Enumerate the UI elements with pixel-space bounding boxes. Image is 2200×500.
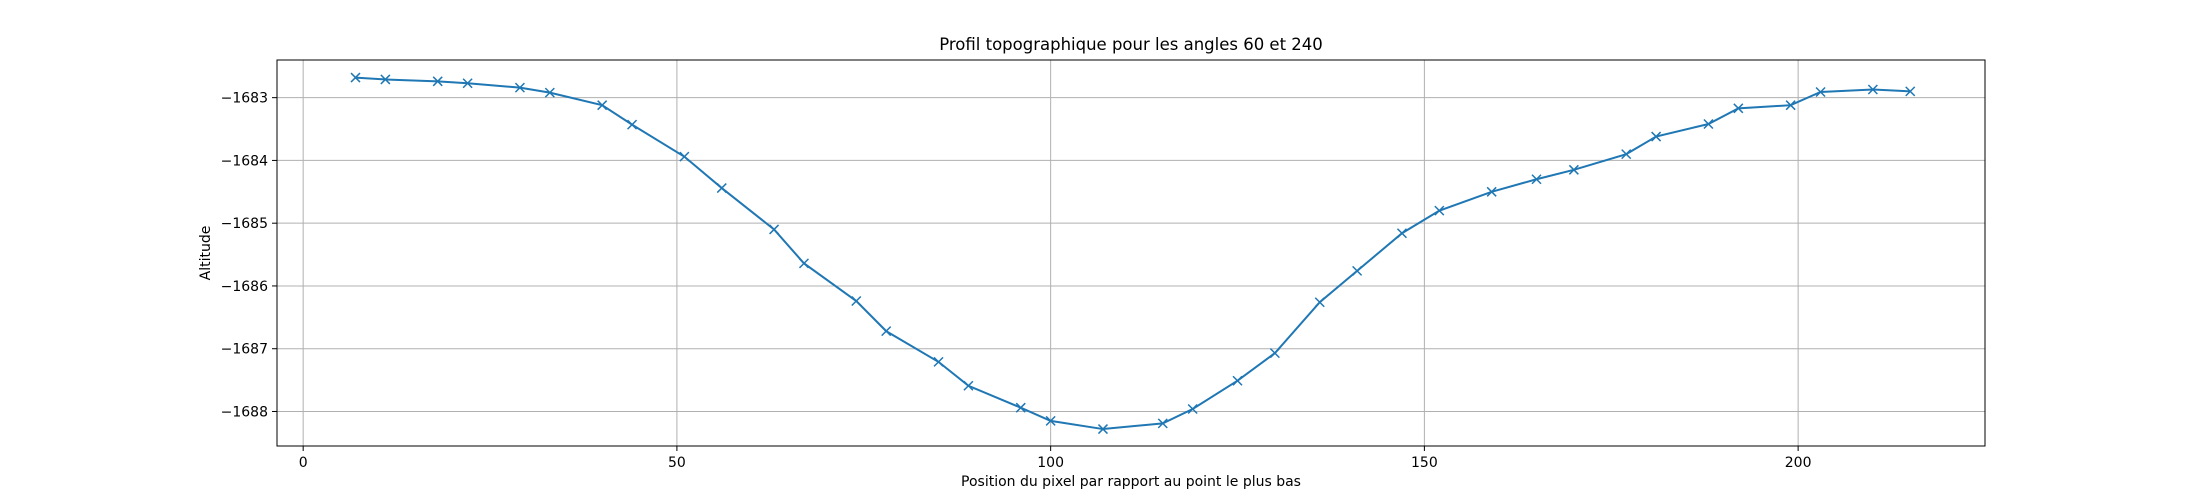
x-tick-label: 100 [1037,455,1064,471]
data-point-marker [1733,103,1744,114]
data-point-marker [1785,100,1796,111]
data-point-marker [1486,186,1497,197]
data-point-marker [350,72,361,83]
series-layer [350,72,1916,435]
data-point-marker [432,76,443,87]
chart-title: Profil topographique pour les angles 60 … [939,35,1323,54]
data-point-marker [1434,205,1445,216]
data-point-marker [1314,297,1325,308]
y-tick-label: −1686 [221,279,268,295]
data-point-marker [679,151,690,162]
data-point-marker [627,119,638,130]
data-point-marker [1097,424,1109,435]
data-point-marker [1531,174,1542,185]
grid-lines [277,60,1985,446]
y-axis-label: Altitude [198,226,214,281]
data-point-marker [933,356,944,367]
axis-ticks: 0 50 100 150 200 −1688 −1687 −1686 −1685 −1684 −16… [221,91,1812,471]
data-point-marker [769,224,780,235]
x-tick-label: 0 [299,455,308,471]
data-point-marker [851,295,862,307]
x-tick-label: 50 [668,455,686,471]
data-point-marker [881,326,892,337]
data-point-marker [1157,418,1168,429]
data-point-marker [798,258,810,269]
x-tick-label: 200 [1785,455,1812,471]
data-point-marker [597,100,608,111]
x-tick-label: 150 [1411,455,1438,471]
data-point-marker [1352,265,1363,276]
data-point-marker [462,78,473,89]
y-tick-label: −1683 [221,91,268,107]
data-point-marker [1396,228,1407,239]
y-tick-label: −1687 [221,342,268,358]
data-point-marker [1045,415,1056,426]
data-point-marker [1621,149,1632,160]
data-point-marker [1232,375,1243,386]
data-point-marker [1187,403,1198,414]
data-point-marker [1905,86,1916,97]
data-point-marker [514,82,525,93]
data-point-marker [1867,84,1878,95]
data-point-marker [1269,348,1280,359]
data-point-marker [716,183,727,194]
data-point-marker [1015,402,1026,413]
data-point-marker [1568,164,1579,175]
data-point-marker [1651,131,1662,142]
data-point-marker [380,74,391,85]
y-tick-label: −1684 [221,153,268,169]
plot-frame [276,59,1986,447]
y-tick-label: −1685 [221,216,268,232]
data-point-marker [963,380,974,391]
data-point-marker [1815,86,1826,98]
series-line [355,76,1911,431]
y-tick-label: −1688 [221,404,268,420]
data-point-marker [1703,118,1714,130]
x-axis-label: Position du pixel par rapport au point l… [961,474,1301,490]
data-point-marker [544,87,555,98]
